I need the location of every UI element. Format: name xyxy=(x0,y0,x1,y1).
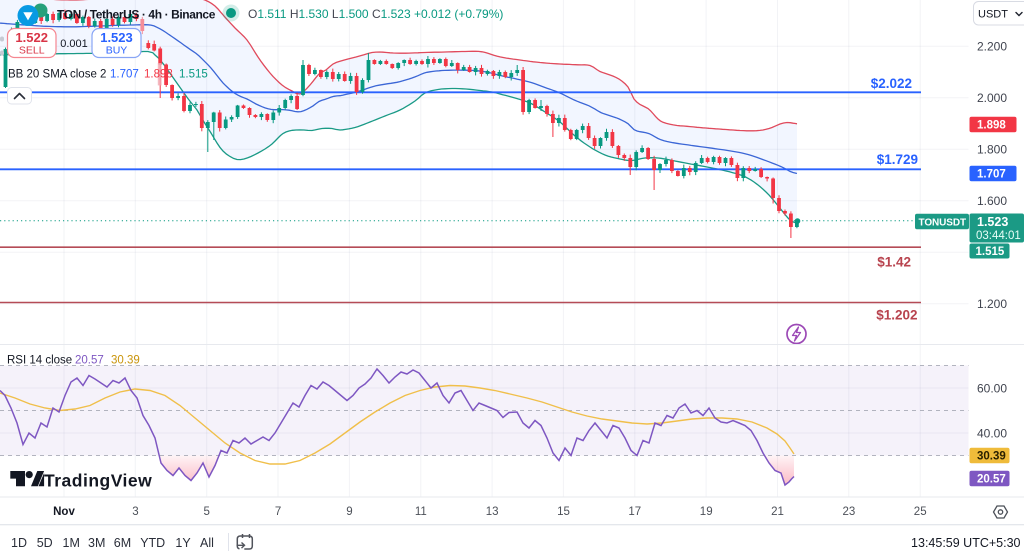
svg-text:3M: 3M xyxy=(88,536,105,550)
svg-text:O1.511 H1.530 L1.500 C1.523 +0: O1.511 H1.530 L1.500 C1.523 +0.012 (+0.7… xyxy=(248,7,503,21)
svg-text:TradingView: TradingView xyxy=(44,471,152,491)
svg-text:5D: 5D xyxy=(37,536,53,550)
svg-text:$2.022: $2.022 xyxy=(871,76,912,91)
svg-text:25: 25 xyxy=(914,506,927,518)
svg-text:40.00: 40.00 xyxy=(977,426,1007,440)
svg-text:23: 23 xyxy=(843,506,856,518)
svg-text:20.57: 20.57 xyxy=(977,474,1006,486)
svg-text:1.522: 1.522 xyxy=(15,30,48,45)
svg-text:2.200: 2.200 xyxy=(977,40,1007,54)
svg-text:$1.202: $1.202 xyxy=(876,308,917,323)
svg-text:YTD: YTD xyxy=(140,536,165,550)
svg-text:SELL: SELL xyxy=(19,45,45,57)
svg-text:1.523: 1.523 xyxy=(977,215,1008,229)
svg-text:1.200: 1.200 xyxy=(977,297,1007,311)
svg-text:1M: 1M xyxy=(63,536,80,550)
svg-text:30.39: 30.39 xyxy=(111,355,140,367)
svg-text:13: 13 xyxy=(486,506,499,518)
svg-text:1.707: 1.707 xyxy=(110,69,139,81)
svg-text:1.898: 1.898 xyxy=(977,120,1006,132)
svg-text:$1.729: $1.729 xyxy=(877,152,918,167)
svg-text:5: 5 xyxy=(203,506,209,518)
svg-text:1.515: 1.515 xyxy=(179,69,208,81)
svg-text:30.39: 30.39 xyxy=(977,451,1006,463)
svg-text:BUY: BUY xyxy=(106,45,128,57)
svg-text:BB 20 SMA close 2: BB 20 SMA close 2 xyxy=(8,69,106,81)
svg-text:TON / TetherUS · 4h · Binance: TON / TetherUS · 4h · Binance xyxy=(57,8,216,22)
svg-text:19: 19 xyxy=(700,506,713,518)
svg-text:1.523: 1.523 xyxy=(100,30,133,45)
svg-text:1.515: 1.515 xyxy=(976,246,1005,258)
svg-text:6M: 6M xyxy=(114,536,131,550)
svg-text:17: 17 xyxy=(628,506,641,518)
svg-text:3: 3 xyxy=(132,506,138,518)
svg-text:1.800: 1.800 xyxy=(977,143,1007,157)
svg-text:13:45:59 UTC+5:30: 13:45:59 UTC+5:30 xyxy=(911,536,1020,550)
svg-text:21: 21 xyxy=(771,506,784,518)
svg-text:RSI 14 close: RSI 14 close xyxy=(7,355,72,367)
svg-text:$1.42: $1.42 xyxy=(877,255,911,270)
svg-text:15: 15 xyxy=(557,506,570,518)
svg-text:1.898: 1.898 xyxy=(144,69,173,81)
svg-text:1Y: 1Y xyxy=(175,536,191,550)
svg-text:11: 11 xyxy=(415,506,427,518)
svg-text:All: All xyxy=(200,536,214,550)
svg-text:20.57: 20.57 xyxy=(75,355,104,367)
svg-text:7: 7 xyxy=(275,506,281,518)
svg-text:Nov: Nov xyxy=(53,506,75,518)
svg-text:USDT: USDT xyxy=(978,9,1008,21)
svg-text:0.001: 0.001 xyxy=(60,38,88,50)
svg-text:TONUSDT: TONUSDT xyxy=(919,217,966,228)
svg-text:03:44:01: 03:44:01 xyxy=(976,230,1021,242)
svg-text:2.000: 2.000 xyxy=(977,91,1007,105)
svg-text:1.707: 1.707 xyxy=(977,169,1006,181)
svg-text:1.600: 1.600 xyxy=(977,194,1007,208)
svg-text:60.00: 60.00 xyxy=(977,381,1007,395)
svg-text:1D: 1D xyxy=(11,536,27,550)
svg-text:9: 9 xyxy=(346,506,352,518)
